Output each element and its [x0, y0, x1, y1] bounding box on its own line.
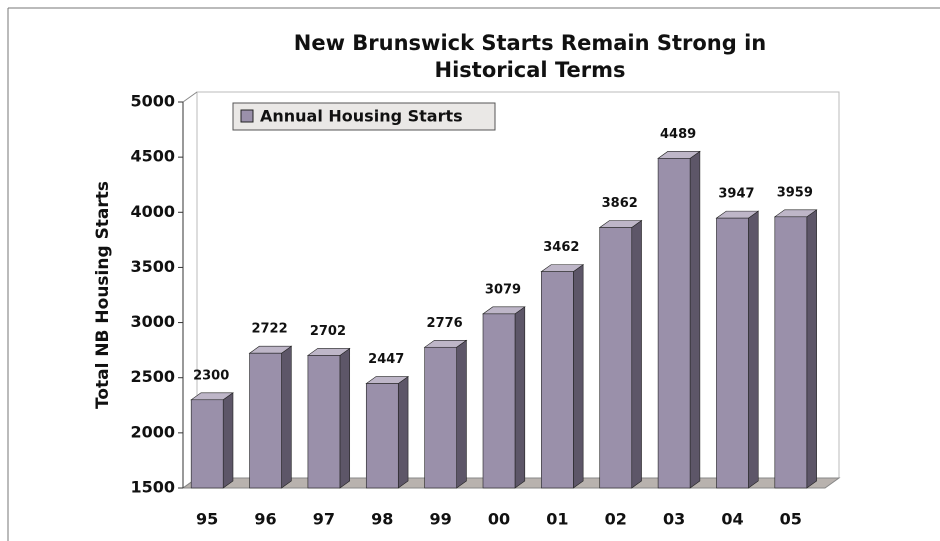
bar-side — [748, 210, 759, 489]
bar — [716, 217, 749, 489]
bar-side — [339, 347, 351, 489]
value-label: 2722 — [251, 322, 287, 337]
x-tick-label: 95 — [196, 510, 218, 529]
x-tick-label: 00 — [488, 510, 510, 529]
y-axis-label: Total NB Housing Starts — [93, 181, 113, 409]
x-tick-label: 99 — [430, 510, 452, 529]
back-wall — [196, 91, 840, 478]
legend-label: Annual Housing Starts — [260, 107, 463, 126]
value-label: 3079 — [485, 282, 521, 297]
bar — [599, 227, 633, 489]
x-tick-label: 04 — [721, 510, 743, 529]
bar-side — [456, 339, 467, 489]
bar-side — [397, 375, 409, 489]
x-tick-label: 05 — [780, 510, 802, 529]
side-wall — [182, 91, 198, 103]
bar — [657, 158, 691, 489]
legend-swatch — [240, 109, 254, 123]
x-tick-label: 02 — [605, 510, 627, 529]
bar — [541, 271, 574, 489]
bar-side — [806, 209, 817, 489]
legend-box — [232, 102, 496, 131]
x-tick-label: 96 — [254, 510, 276, 529]
value-label: 2776 — [427, 316, 463, 331]
x-tick-label: 98 — [371, 510, 393, 529]
value-label: 3959 — [777, 185, 813, 200]
bar — [424, 346, 457, 489]
bar-side — [281, 345, 292, 489]
bar-side — [514, 306, 526, 489]
bar — [190, 399, 224, 489]
y-tick-label: 2000 — [130, 422, 175, 441]
chart-title: New Brunswick Starts Remain Strong in Hi… — [293, 31, 767, 82]
y-tick-label: 3000 — [130, 312, 175, 331]
bar-side — [631, 219, 642, 489]
bar — [307, 355, 341, 489]
value-label: 2447 — [368, 352, 404, 367]
bar — [774, 216, 808, 489]
bar-side — [573, 264, 584, 489]
value-label: 3462 — [543, 240, 579, 255]
value-label: 3862 — [602, 196, 638, 211]
bar-side — [222, 392, 234, 489]
y-tick-label: 3500 — [130, 257, 175, 276]
value-label: 4489 — [660, 127, 696, 142]
value-label: 2702 — [310, 324, 346, 339]
y-tick-label: 4500 — [130, 147, 175, 166]
y-tick-label: 4000 — [130, 202, 175, 221]
bar-side — [689, 150, 701, 489]
value-label: 3947 — [718, 187, 754, 202]
x-tick-label: 97 — [313, 510, 335, 529]
y-tick-label: 5000 — [130, 92, 175, 111]
bar — [365, 383, 399, 489]
value-label: 2300 — [193, 368, 229, 383]
y-tick-label: 2500 — [130, 367, 175, 386]
x-tick-label: 01 — [546, 510, 568, 529]
bar — [482, 313, 516, 489]
y-tick-label: 1500 — [130, 478, 175, 497]
bar — [249, 352, 282, 489]
x-tick-label: 03 — [663, 510, 685, 529]
